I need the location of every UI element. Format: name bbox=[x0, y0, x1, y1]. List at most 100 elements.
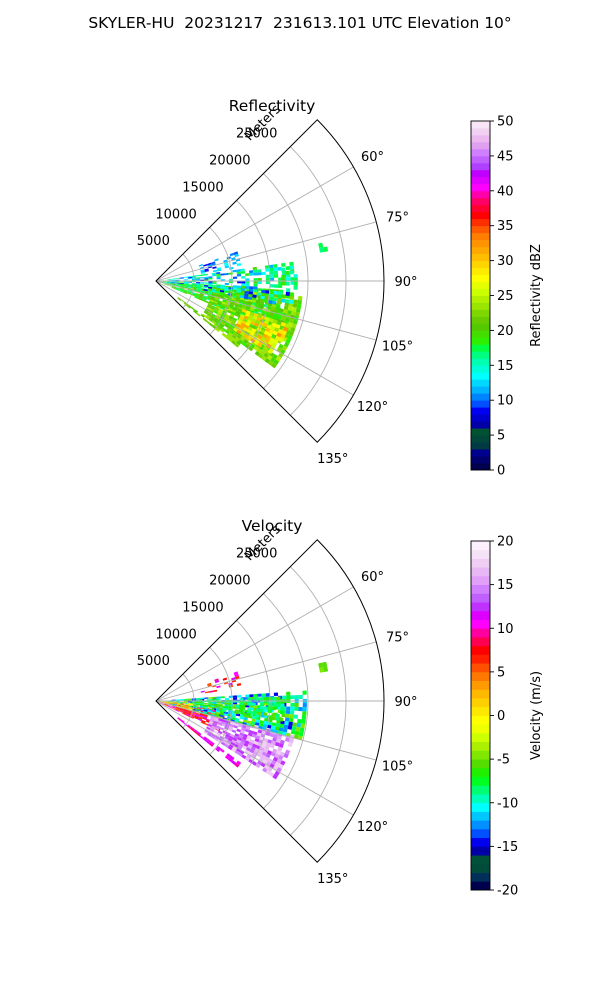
echo-cell bbox=[184, 703, 190, 706]
echo-cell bbox=[247, 715, 253, 719]
echo-cell bbox=[287, 725, 293, 730]
echo-cell bbox=[265, 693, 270, 697]
echo-cell bbox=[200, 276, 205, 279]
echo-cell bbox=[171, 279, 176, 281]
echo-cell bbox=[246, 328, 252, 334]
echo-cell bbox=[187, 291, 192, 294]
echo-cell bbox=[179, 282, 184, 285]
echo-cell bbox=[288, 717, 294, 723]
echo-cell bbox=[195, 284, 201, 286]
echo-cell bbox=[274, 716, 280, 721]
range-tick-label: 5000 bbox=[137, 654, 170, 669]
echo-cell bbox=[274, 726, 280, 731]
echo-cell bbox=[183, 290, 188, 293]
echo-cell bbox=[231, 739, 237, 744]
echo-cell bbox=[268, 771, 275, 778]
echo-cell bbox=[186, 713, 191, 717]
echo-cell bbox=[168, 701, 173, 703]
echo-cell bbox=[241, 754, 247, 760]
echo-cell bbox=[265, 335, 272, 341]
echo-cell bbox=[172, 285, 177, 288]
echo-cell bbox=[279, 739, 285, 745]
echo-cell bbox=[239, 299, 244, 303]
echo-cell bbox=[253, 272, 258, 276]
echo-cell bbox=[257, 278, 262, 281]
echo-cell bbox=[269, 732, 275, 738]
echo-cell bbox=[251, 718, 257, 723]
echo-cell bbox=[216, 269, 222, 272]
echo-cell bbox=[280, 333, 286, 340]
echo-cell bbox=[177, 717, 182, 721]
echo-cell bbox=[198, 296, 203, 300]
echo-cell bbox=[279, 751, 285, 757]
echo-cell bbox=[216, 273, 221, 276]
azimuth-gridline-75 bbox=[155, 221, 377, 282]
colorbar-tick-label: 45 bbox=[497, 149, 514, 164]
echo-cell bbox=[257, 729, 263, 734]
echo-cell bbox=[239, 697, 244, 701]
echo-cell bbox=[235, 323, 241, 328]
echo-cell bbox=[240, 268, 245, 272]
echo-cell bbox=[160, 281, 165, 283]
colorbar-segment bbox=[471, 645, 490, 655]
echo-cell bbox=[199, 285, 205, 288]
colorbar-segment bbox=[471, 863, 490, 873]
echo-cell bbox=[179, 288, 184, 291]
echo-cell bbox=[160, 701, 165, 703]
echo-cell bbox=[213, 719, 219, 723]
echo-cell bbox=[223, 259, 228, 263]
echo-cell bbox=[279, 723, 285, 729]
echo-cell bbox=[193, 706, 199, 708]
echo-cell bbox=[284, 720, 289, 726]
echo-cell bbox=[224, 724, 230, 729]
echo-cell bbox=[266, 324, 272, 330]
echo-cell bbox=[229, 723, 234, 728]
echo-cell bbox=[245, 694, 250, 698]
echo-cell bbox=[187, 711, 192, 715]
colorbar-segment bbox=[471, 407, 490, 415]
echo-cell bbox=[179, 699, 184, 701]
echo-cell bbox=[234, 342, 240, 348]
echo-cell bbox=[240, 729, 245, 734]
echo-cell bbox=[263, 319, 269, 325]
echo-cell bbox=[176, 285, 181, 287]
echo-cell bbox=[211, 313, 217, 318]
echo-cell bbox=[236, 329, 242, 335]
echo-cell bbox=[276, 300, 282, 305]
echo-cell bbox=[224, 335, 230, 340]
colorbar-segment bbox=[471, 593, 490, 603]
echo-cell bbox=[278, 337, 284, 343]
echo-cell bbox=[286, 691, 291, 696]
echo-cell bbox=[222, 739, 227, 744]
echo-cell bbox=[222, 677, 228, 681]
panel-title: Velocity bbox=[242, 517, 303, 535]
echo-cell bbox=[217, 720, 223, 724]
echo-cell bbox=[269, 274, 275, 278]
echo-cell bbox=[171, 706, 176, 709]
echo-cell bbox=[184, 286, 189, 288]
echo-cell bbox=[263, 330, 269, 336]
azimuth-tick-label: 135° bbox=[317, 872, 348, 887]
echo-cell bbox=[216, 271, 221, 275]
echo-cell bbox=[167, 278, 172, 280]
echo-cell bbox=[209, 719, 214, 723]
echo-cell bbox=[280, 321, 286, 327]
echo-cell bbox=[205, 320, 211, 325]
echo-cell bbox=[252, 266, 258, 271]
echo-cell bbox=[275, 723, 281, 728]
echo-cell bbox=[290, 277, 295, 281]
echo-cell bbox=[291, 307, 297, 312]
echo-cell bbox=[263, 299, 269, 304]
echo-cell bbox=[284, 317, 290, 323]
echo-cell bbox=[236, 320, 242, 326]
colorbar-segment bbox=[471, 288, 490, 296]
echo-cell bbox=[298, 706, 303, 712]
range-tick-label: 15000 bbox=[182, 600, 223, 615]
echo-cell bbox=[233, 735, 239, 740]
echo-cell bbox=[175, 701, 180, 703]
echo-cell bbox=[175, 279, 180, 281]
echo-cell bbox=[195, 713, 200, 716]
echo-cell bbox=[203, 295, 208, 298]
echo-cell bbox=[300, 723, 306, 729]
echo-cell bbox=[212, 302, 218, 306]
